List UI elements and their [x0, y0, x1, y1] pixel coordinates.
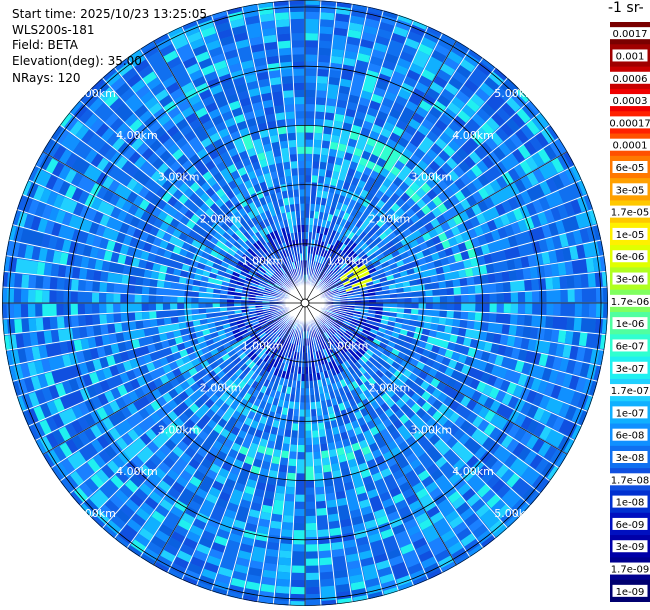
colorbar-tick-bg — [612, 517, 648, 530]
range-ring-label: 5.00km — [74, 87, 116, 100]
colorbar-tick-label: 3e-06 — [616, 275, 645, 286]
colorbar-tick-bg — [610, 71, 650, 84]
nrays-label: NRays: 120 — [12, 71, 81, 85]
device-label: WLS200s-181 — [12, 23, 95, 37]
colorbar-tick-bg — [610, 562, 650, 575]
range-ring-label: 1.00km — [242, 340, 284, 353]
colorbar-tick-bg — [612, 183, 648, 196]
range-ring-label: 2.00km — [200, 381, 242, 394]
colorbar-tick-label: 0.0001 — [613, 141, 648, 152]
colorbar-tick-bg — [612, 540, 648, 553]
beta-gate-cells — [2, 0, 608, 606]
colorbar-tick-label: 6e-07 — [616, 341, 645, 352]
colorbar-tick-label: 1e-07 — [616, 408, 645, 419]
elevation-label: Elevation(deg): 35.00 — [12, 54, 142, 68]
azimuth-lines — [2, 0, 608, 606]
beta-gate-cells — [3, 0, 608, 606]
colorbar-tick-label: 1.7e-06 — [611, 297, 649, 308]
colorbar-tick-label: 1.7e-07 — [611, 386, 649, 397]
colorbar-tick-bg — [610, 138, 650, 151]
colorbar-tick-label: 1.7e-05 — [611, 208, 649, 219]
colorbar-tick-label: 6e-05 — [616, 163, 645, 174]
range-ring-label: 3.00km — [411, 171, 453, 184]
colorbar-tick-label: 0.00017 — [610, 118, 650, 129]
range-ring-label: 2.00km — [369, 381, 411, 394]
colorbar-tick-label: 1e-09 — [616, 587, 645, 598]
colorbar-tick-bg — [612, 49, 648, 62]
beta-gate-cells — [2, 0, 608, 595]
colorbar-tick-label: 0.0017 — [613, 29, 648, 40]
colorbar-tick-bg — [610, 473, 650, 486]
range-ring-label: 4.00km — [116, 465, 158, 478]
colorbar-tick-label: 3e-05 — [616, 185, 645, 196]
colorbar-tick-label: 1e-08 — [616, 498, 645, 509]
range-ring-label: 4.00km — [452, 465, 494, 478]
range-ring-label: 1.00km — [327, 340, 369, 353]
range-ring-label: 3.00km — [158, 171, 200, 184]
beta-gate-cells — [8, 0, 608, 606]
colorbar-tick-bg — [610, 116, 650, 129]
colorbar-tick-label: 0.001 — [616, 51, 645, 62]
colorbar-tick-bg — [610, 384, 650, 397]
colorbar-tick-label: 6e-08 — [616, 431, 645, 442]
colorbar-tick-bg — [612, 317, 648, 330]
beta-gate-cells — [339, 264, 373, 292]
colorbar-tick-bg — [612, 495, 648, 508]
field-label: Field: BETA — [12, 38, 78, 52]
colorbar-tick-bg — [610, 294, 650, 307]
colorbar-tick-bg — [612, 428, 648, 441]
colorbar-tick-bg — [612, 406, 648, 419]
colorbar-tick-bg — [612, 227, 648, 240]
range-ring-label: 1.00km — [242, 254, 284, 267]
radar-origin — [300, 298, 310, 308]
colorbar-tick-label: 3e-07 — [616, 364, 645, 375]
azimuth-spokes — [2, 0, 608, 606]
range-ring-label: 3.00km — [411, 423, 453, 436]
colorbar-tick-label: 1e-05 — [616, 230, 645, 241]
colorbar-tick-label: 6e-06 — [616, 252, 645, 263]
colorbar-tick-bg — [612, 451, 648, 463]
colorbar-tick-label: 1.7e-09 — [611, 565, 649, 576]
colorbar-tick-bg — [612, 250, 648, 263]
range-ring-label: 5.00km — [494, 507, 536, 520]
colorbar-title: -1 sr- — [608, 0, 644, 16]
range-ring-label: 4.00km — [116, 129, 158, 142]
beta-gate-cells — [226, 226, 384, 382]
colorbar-tick-bg — [612, 161, 648, 173]
colorbar-tick-label: 0.0006 — [613, 74, 648, 85]
colorbar-tick-label: 3e-08 — [616, 453, 645, 464]
beta-gate-cells — [7, 0, 608, 606]
range-ring-label: 1.00km — [327, 254, 369, 267]
colorbar-tick-label: 1.7e-08 — [611, 475, 649, 486]
colorbar-tick-bg — [610, 205, 650, 218]
colorbar-tick-bg — [612, 361, 648, 374]
start-time-label: Start time: 2025/10/23 13:25:05 — [12, 7, 207, 21]
colorbar-tick-bg — [610, 27, 650, 40]
range-ring-label: 2.00km — [200, 213, 242, 226]
range-ring-label: 2.00km — [369, 213, 411, 226]
colorbar-tick-label: 3e-09 — [616, 542, 645, 553]
colorbar: 0.0017 0.001 0.0006 0.0003 0.00017 0.0001 6e-0… — [610, 22, 650, 602]
range-ring-label: 3.00km — [158, 423, 200, 436]
colorbar-tick-label: 6e-09 — [616, 520, 645, 531]
range-ring-label: 4.00km — [452, 129, 494, 142]
colorbar-tick-bg — [612, 584, 648, 597]
range-ring-label: 5.00km — [494, 87, 536, 100]
colorbar-tick-bg — [610, 94, 650, 107]
range-ring-label: 5.00km — [74, 507, 116, 520]
colorbar-tick-bg — [612, 272, 648, 285]
colorbar-tick-label: 0.0003 — [613, 96, 648, 107]
colorbar-tick-bg — [612, 339, 648, 352]
colorbar-tick-label: 1e-06 — [616, 319, 645, 330]
range-ring-labels: 1.00km 1.00km 1.00km 1.00km 2.00km 2.00km 2.00… — [74, 87, 536, 520]
